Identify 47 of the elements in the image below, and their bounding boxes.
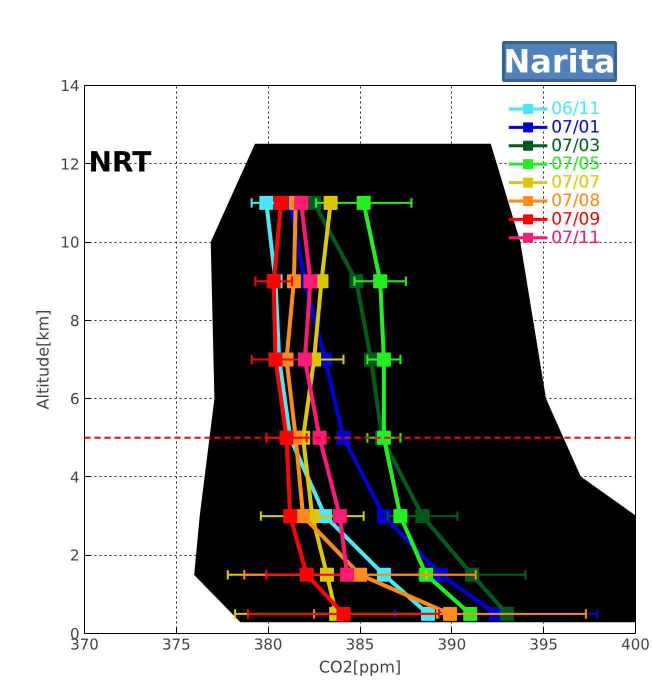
y-axis-title: Altitude[km] <box>33 310 52 410</box>
point <box>353 568 367 582</box>
legend-label: 07/07 <box>551 172 600 193</box>
legend-label: 07/11 <box>551 228 600 248</box>
point <box>312 430 327 445</box>
legend-label: 07/09 <box>551 209 600 230</box>
point <box>336 606 350 621</box>
point <box>303 274 318 288</box>
y-tick-label: 12 <box>60 155 80 174</box>
point <box>332 509 347 524</box>
x-tick-label: 375 <box>162 636 191 654</box>
y-tick-label: 2 <box>70 546 80 565</box>
x-tick-label: 400 <box>621 636 650 654</box>
y-tick-label: 10 <box>60 234 80 252</box>
point <box>268 352 283 366</box>
point <box>296 509 310 524</box>
point <box>298 352 312 366</box>
x-axis-title: CO2[ppm] <box>318 658 402 676</box>
point <box>280 430 294 445</box>
point <box>356 196 371 210</box>
legend-label: 07/03 <box>551 136 600 156</box>
x-tick-label: 380 <box>254 636 282 654</box>
point <box>294 196 308 210</box>
y-tick-label: 4 <box>70 468 80 486</box>
y-tick-label: 14 <box>60 77 80 95</box>
point <box>376 352 391 366</box>
y-tick-label: 6 <box>70 390 80 408</box>
point <box>373 274 388 288</box>
chart-title: Narita <box>503 42 616 80</box>
legend-label: 07/05 <box>551 154 600 174</box>
point <box>415 509 430 524</box>
point <box>393 509 408 524</box>
y-tick-label: 8 <box>70 312 80 330</box>
x-tick-label: 385 <box>346 636 374 654</box>
legend-label: 07/01 <box>551 117 600 138</box>
point <box>340 568 354 582</box>
point <box>283 509 298 524</box>
x-tick-label: 390 <box>438 636 466 654</box>
point <box>442 606 457 621</box>
point <box>274 196 288 210</box>
legend-label: 07/08 <box>551 190 600 211</box>
point <box>259 196 274 210</box>
point <box>300 568 314 582</box>
legend-label: 06/11 <box>551 98 600 119</box>
x-tick-label: 395 <box>529 636 558 654</box>
point <box>324 196 338 210</box>
annotation: NRT <box>88 146 152 178</box>
